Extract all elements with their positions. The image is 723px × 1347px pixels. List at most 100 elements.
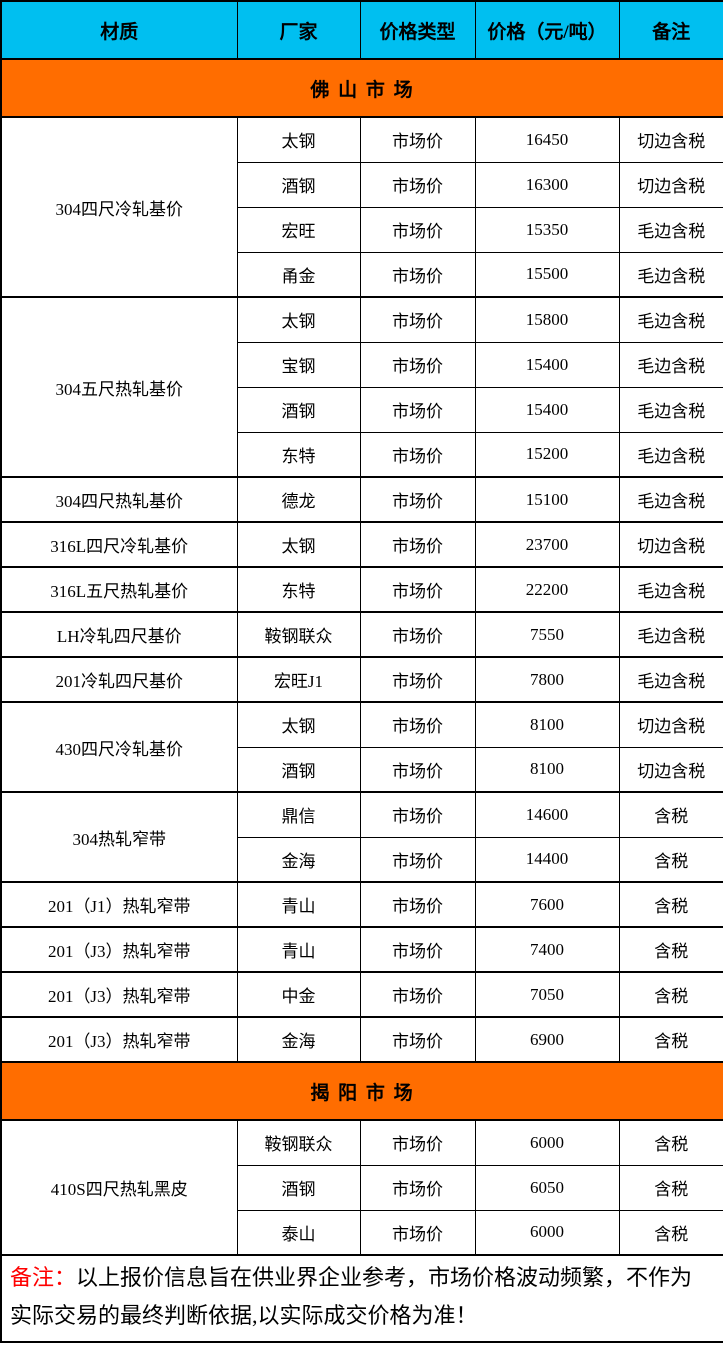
vendor-cell: 金海 <box>236 836 361 883</box>
price-type-cell: 市场价 <box>359 701 476 748</box>
note-cell: 毛边含税 <box>618 296 723 343</box>
price-cell: 7600 <box>474 881 620 928</box>
price-cell: 15200 <box>474 431 620 478</box>
price-type-cell: 市场价 <box>359 116 476 163</box>
vendor-cell: 宏旺J1 <box>236 656 361 703</box>
note-cell: 含税 <box>618 971 723 1018</box>
note-label: 备注： <box>10 1265 77 1291</box>
vendor-cell: 东特 <box>236 431 361 478</box>
price-type-cell: 市场价 <box>359 251 476 298</box>
price-type-cell: 市场价 <box>359 926 476 973</box>
vendor-cell: 太钢 <box>236 521 361 568</box>
price-type-cell: 市场价 <box>359 971 476 1018</box>
note-cell: 含税 <box>618 881 723 928</box>
col-header-material: 材质 <box>0 0 238 60</box>
note-cell: 含税 <box>618 1119 723 1166</box>
vendor-cell: 青山 <box>236 881 361 928</box>
material-cell: 410S四尺热轧黑皮 <box>0 1119 238 1256</box>
vendor-cell: 宏旺 <box>236 206 361 253</box>
material-cell: 201（J1）热轧窄带 <box>0 881 238 928</box>
vendor-cell: 鞍钢联众 <box>236 1119 361 1166</box>
note-cell: 毛边含税 <box>618 431 723 478</box>
note-cell: 含税 <box>618 791 723 838</box>
price-cell: 14600 <box>474 791 620 838</box>
note-cell: 毛边含税 <box>618 656 723 703</box>
material-cell: 201冷轧四尺基价 <box>0 656 238 703</box>
material-cell: 430四尺冷轧基价 <box>0 701 238 793</box>
table-row: 201（J3）热轧窄带 青山 市场价 7400 含税 <box>0 926 723 973</box>
table-row: 酒钢 市场价 6050 含税 <box>1 1164 723 1211</box>
price-cell: 23700 <box>474 521 620 568</box>
col-header-vendor: 厂家 <box>236 0 361 60</box>
footer-note: 备注：以上报价信息旨在供业界企业参考，市场价格波动频繁，不作为实际交易的最终判断… <box>0 1254 723 1343</box>
price-type-cell: 市场价 <box>359 521 476 568</box>
note-cell: 毛边含税 <box>618 476 723 523</box>
section-title: 佛 山 市 场 <box>0 58 723 118</box>
price-type-cell: 市场价 <box>359 431 476 478</box>
table-row: 泰山 市场价 6000 含税 <box>1 1209 723 1256</box>
vendor-cell: 泰山 <box>236 1209 361 1256</box>
price-cell: 16450 <box>474 116 620 163</box>
material-cell: 304四尺冷轧基价 <box>0 116 238 298</box>
table-row: 201冷轧四尺基价 宏旺J1 市场价 7800 毛边含税 <box>0 656 723 703</box>
price-type-cell: 市场价 <box>359 656 476 703</box>
note-cell: 切边含税 <box>618 701 723 748</box>
section-title: 揭 阳 市 场 <box>0 1061 723 1121</box>
vendor-cell: 青山 <box>236 926 361 973</box>
table-row: 430四尺冷轧基价 太钢 市场价 8100 切边含税 <box>0 701 723 793</box>
note-cell: 毛边含税 <box>618 341 723 388</box>
price-type-cell: 市场价 <box>359 1119 476 1166</box>
material-cell: 201（J3）热轧窄带 <box>0 971 238 1018</box>
price-cell: 8100 <box>474 746 620 793</box>
vendor-cell: 酒钢 <box>236 746 361 793</box>
price-cell: 15500 <box>474 251 620 298</box>
price-cell: 7550 <box>474 611 620 658</box>
price-type-cell: 市场价 <box>359 206 476 253</box>
price-cell: 15800 <box>474 296 620 343</box>
material-cell: 304五尺热轧基价 <box>0 296 238 478</box>
table-row: 304四尺冷轧基价 太钢 市场价 16450 切边含税 <box>0 116 723 298</box>
material-cell: 316L四尺冷轧基价 <box>0 521 238 568</box>
note-cell: 毛边含税 <box>618 566 723 613</box>
table-row: 304热轧窄带 鼎信 市场价 14600 含税 <box>0 791 723 883</box>
vendor-cell: 酒钢 <box>236 1164 361 1211</box>
table-row: 410S四尺热轧黑皮 鞍钢联众 市场价 6000 含税 <box>0 1119 723 1256</box>
price-type-cell: 市场价 <box>359 1164 476 1211</box>
note-cell: 含税 <box>618 926 723 973</box>
price-cell: 7050 <box>474 971 620 1018</box>
price-type-cell: 市场价 <box>359 566 476 613</box>
note-cell: 含税 <box>618 1209 723 1256</box>
price-cell: 7800 <box>474 656 620 703</box>
column-header-row: 材质 厂家 价格类型 价格（元/吨） 备注 <box>0 0 723 60</box>
price-type-cell: 市场价 <box>359 836 476 883</box>
table-row: 酒钢 市场价 15400 毛边含税 <box>1 386 723 433</box>
note-cell: 含税 <box>618 1016 723 1063</box>
price-type-cell: 市场价 <box>359 1016 476 1063</box>
vendor-cell: 酒钢 <box>236 386 361 433</box>
price-type-cell: 市场价 <box>359 746 476 793</box>
note-cell: 含税 <box>618 1164 723 1211</box>
table-row: 金海 市场价 14400 含税 <box>1 836 723 883</box>
material-cell: 304热轧窄带 <box>0 791 238 883</box>
table-row: 201（J3）热轧窄带 金海 市场价 6900 含税 <box>0 1016 723 1063</box>
table-row: 304四尺热轧基价 德龙 市场价 15100 毛边含税 <box>0 476 723 523</box>
section-header-foshan: 佛 山 市 场 <box>0 58 723 118</box>
material-cell: 316L五尺热轧基价 <box>0 566 238 613</box>
vendor-cell: 德龙 <box>236 476 361 523</box>
table-row: 304五尺热轧基价 太钢 市场价 15800 毛边含税 <box>0 296 723 478</box>
note-text: 以上报价信息旨在供业界企业参考，市场价格波动频繁，不作为实际交易的最终判断依据,… <box>10 1265 693 1328</box>
price-cell: 6900 <box>474 1016 620 1063</box>
col-header-price: 价格（元/吨） <box>474 0 620 60</box>
table-row: 316L四尺冷轧基价 太钢 市场价 23700 切边含税 <box>0 521 723 568</box>
material-cell: 201（J3）热轧窄带 <box>0 926 238 973</box>
price-cell: 6000 <box>474 1119 620 1166</box>
vendor-cell: 甬金 <box>236 251 361 298</box>
price-type-cell: 市场价 <box>359 341 476 388</box>
note-cell: 切边含税 <box>618 746 723 793</box>
price-cell: 15400 <box>474 386 620 433</box>
table-row: 酒钢 市场价 8100 切边含税 <box>1 746 723 793</box>
price-cell: 7400 <box>474 926 620 973</box>
price-cell: 15400 <box>474 341 620 388</box>
price-type-cell: 市场价 <box>359 476 476 523</box>
